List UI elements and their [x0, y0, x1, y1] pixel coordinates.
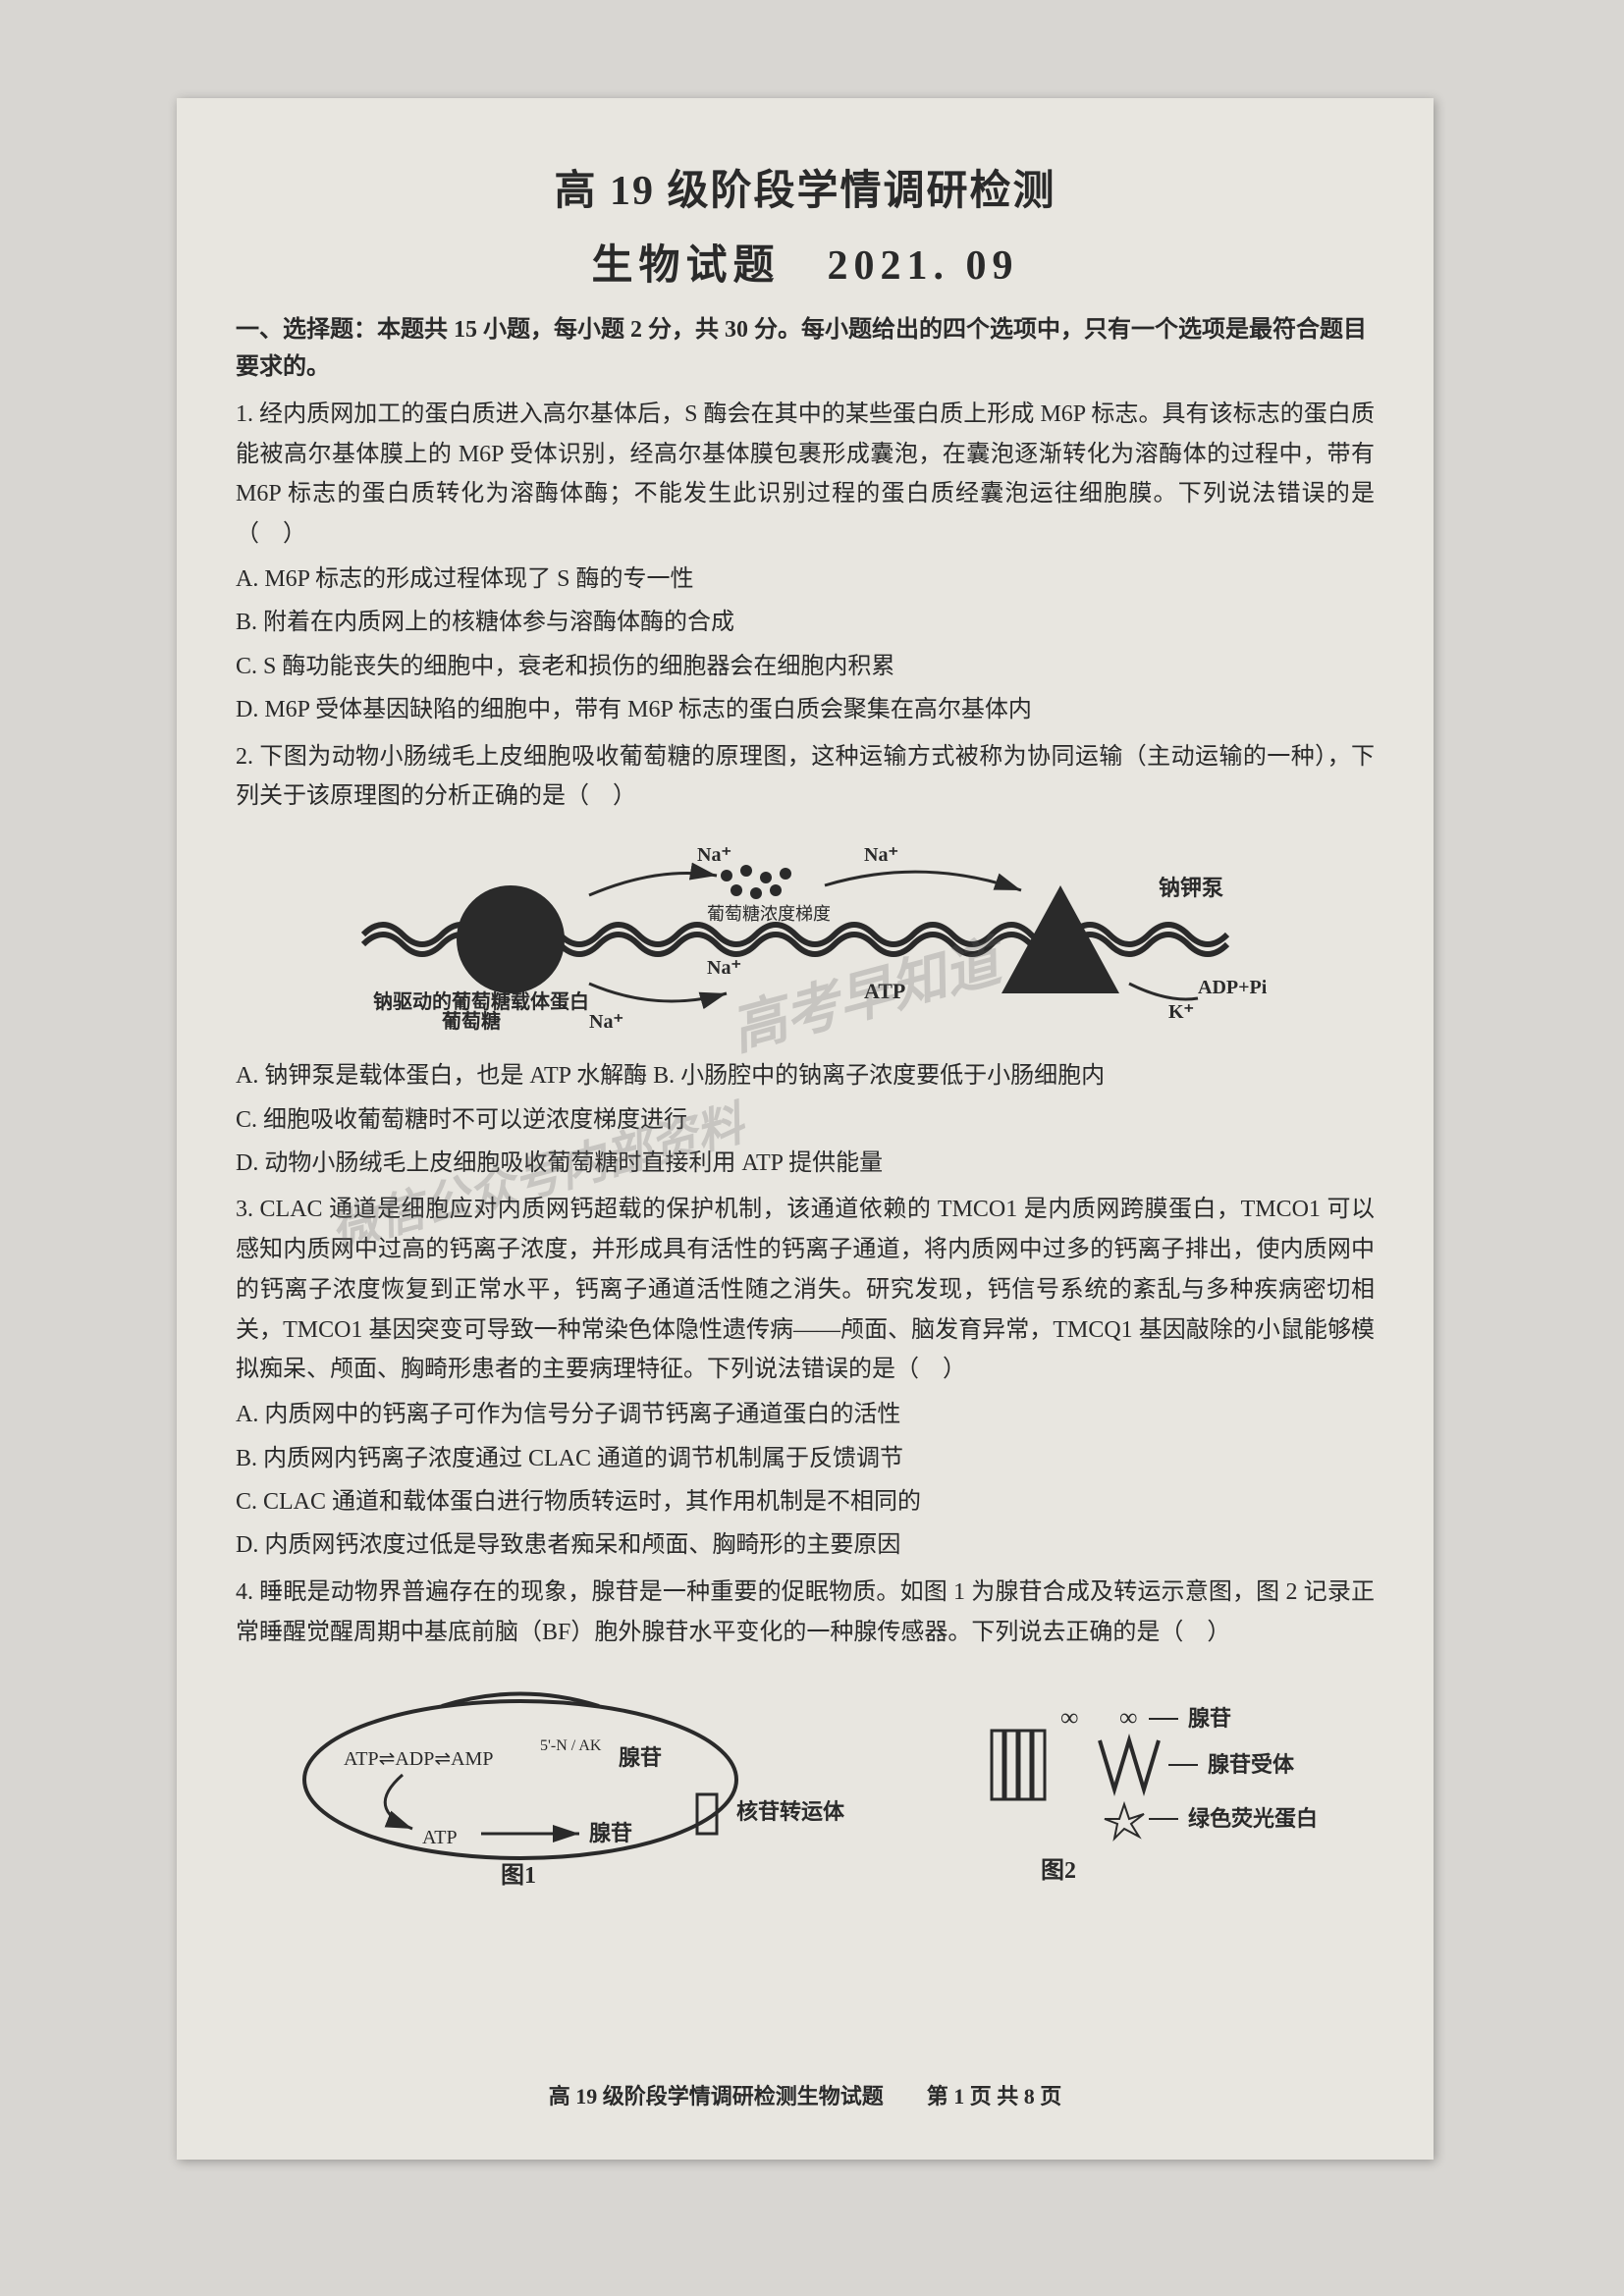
exam-title-1: 高 19 级阶段学情调研检测	[236, 157, 1375, 217]
fig2-adenosine: 腺苷	[1188, 1706, 1231, 1731]
footer-right-suffix: 页	[1035, 2084, 1062, 2109]
q3-optA: A. 内质网中的钙离子可作为信号分子调节钙离子通道蛋白的活性	[236, 1396, 1375, 1433]
adenosine-diagram-svg: ATP⇌ADP⇌AMP 5'-N / AK 腺苷 ATP 腺苷 核苷转运体 图1…	[265, 1672, 1345, 1888]
label-gradient: 葡萄糖浓度梯度	[707, 904, 831, 924]
fig1-enzyme: 5'-N / AK	[540, 1737, 602, 1754]
label-glucose: 葡萄糖	[441, 1009, 501, 1033]
q1-stem: 1. 经内质网加工的蛋白质进入高尔基体后，S 酶会在其中的某些蛋白质上形成 M6…	[236, 395, 1375, 555]
page-footer: 高 19 级阶段学情调研检测生物试题 第 1 页 共 8 页	[177, 2079, 1434, 2110]
footer-page-current: 1	[953, 2084, 964, 2109]
q3-optB: B. 内质网内钙离子浓度通过 CLAC 通道的调节机制属于反馈调节	[236, 1440, 1375, 1477]
fig1-adenosine-out: 腺苷	[589, 1821, 632, 1845]
fig1-atp-bottom: ATP	[422, 1827, 458, 1848]
fig1-label: 图1	[501, 1862, 536, 1888]
label-na4: Na⁺	[589, 1011, 623, 1033]
fig1-adenosine-in: 腺苷	[619, 1745, 662, 1770]
footer-left: 高 19 级阶段学情调研检测生物试题	[549, 2084, 884, 2109]
fig2-receptor: 腺苷受体	[1208, 1752, 1295, 1777]
q2-optC: C. 细胞吸收葡萄糖时不可以逆浓度梯度进行	[236, 1101, 1375, 1139]
q2-diagram: 钠驱动的葡萄糖载体蛋白 葡萄糖 Na⁺ Na⁺ Na⁺ Na⁺ 葡萄糖浓度梯度 …	[236, 836, 1375, 1038]
q1-optB: B. 附着在内质网上的核糖体参与溶酶体酶的合成	[236, 604, 1375, 641]
q2-stem: 2. 下图为动物小肠绒毛上皮细胞吸收葡萄糖的原理图，这种运输方式被称为协同运输（…	[236, 737, 1375, 818]
label-na2: Na⁺	[864, 844, 898, 866]
svg-text:∞: ∞	[1060, 1703, 1079, 1732]
q2-optA: A. 钠钾泵是载体蛋白，也是 ATP 水解酶 B. 小肠腔中的钠离子浓度要低于小…	[236, 1057, 1375, 1095]
q3-optC: C. CLAC 通道和载体蛋白进行物质转运时，其作用机制是不相同的	[236, 1483, 1375, 1521]
transport-diagram-svg: 钠驱动的葡萄糖载体蛋白 葡萄糖 Na⁺ Na⁺ Na⁺ Na⁺ 葡萄糖浓度梯度 …	[314, 836, 1296, 1033]
label-na1: Na⁺	[697, 844, 731, 866]
label-left-protein: 钠驱动的葡萄糖载体蛋白	[373, 989, 589, 1013]
q1-optA: A. M6P 标志的形成过程体现了 S 酶的专一性	[236, 561, 1375, 598]
exam-title-2: 生物试题 2021. 09	[236, 232, 1375, 292]
q3-optD: D. 内质网钙浓度过低是导致患者痴呆和颅面、胸畸形的主要原因	[236, 1526, 1375, 1564]
label-atp: ATP	[864, 979, 905, 1003]
q1-optC: C. S 酶功能丧失的细胞中，衰老和损伤的细胞器会在细胞内积累	[236, 648, 1375, 685]
label-k: K⁺	[1168, 1001, 1194, 1023]
fig2-gfp: 绿色荧光蛋白	[1188, 1806, 1318, 1831]
q4-diagram: ATP⇌ADP⇌AMP 5'-N / AK 腺苷 ATP 腺苷 核苷转运体 图1…	[236, 1672, 1375, 1893]
footer-page-total: 8	[1024, 2084, 1035, 2109]
label-na3: Na⁺	[707, 957, 741, 979]
q1-optD: D. M6P 受体基因缺陷的细胞中，带有 M6P 标志的蛋白质会聚集在高尔基体内	[236, 691, 1375, 728]
footer-right-prefix: 第	[927, 2084, 954, 2109]
q3-stem: 3. CLAC 通道是细胞应对内质网钙超载的保护机制，该通道依赖的 TMCO1 …	[236, 1190, 1375, 1390]
section-header: 一、选择题：本题共 15 小题，每小题 2 分，共 30 分。每小题给出的四个选…	[236, 311, 1375, 387]
q2-optD: D. 动物小肠绒毛上皮细胞吸收葡萄糖时直接利用 ATP 提供能量	[236, 1145, 1375, 1182]
footer-right-mid: 页 共	[964, 2084, 1024, 2109]
exam-paper-page: 高 19 级阶段学情调研检测 生物试题 2021. 09 一、选择题：本题共 1…	[177, 98, 1434, 2160]
svg-text:∞: ∞	[1119, 1703, 1138, 1732]
q4-stem: 4. 睡眠是动物界普遍存在的现象，腺苷是一种重要的促眠物质。如图 1 为腺苷合成…	[236, 1573, 1375, 1653]
fig1-atp-chain: ATP⇌ADP⇌AMP	[344, 1748, 493, 1770]
label-right-protein: 钠钾泵	[1159, 876, 1223, 900]
fig2-label: 图2	[1041, 1857, 1076, 1884]
fig1-transporter: 核苷转运体	[736, 1799, 845, 1824]
label-adp: ADP+Pi	[1198, 977, 1268, 998]
